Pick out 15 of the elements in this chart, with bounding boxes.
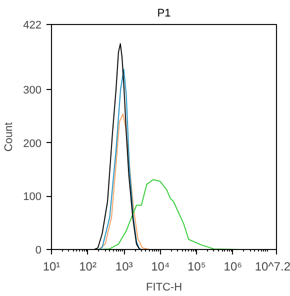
x-tick-label: 10^7.2 <box>254 260 290 274</box>
y-tick-label: 200 <box>23 138 42 150</box>
x-tick-label: 10⁵ <box>188 260 206 274</box>
y-tick-label: 100 <box>23 191 42 204</box>
x-tick-label: 10⁶ <box>224 260 242 274</box>
x-tick-label: 10¹ <box>42 260 60 274</box>
x-tick-label: 10⁴ <box>151 260 170 274</box>
y-tick-label: 0 <box>35 244 42 256</box>
x-tick-label: 10³ <box>115 260 133 274</box>
y-tick-label: 422 <box>23 20 42 32</box>
chart-title: P1 <box>157 8 171 20</box>
y-tick-label: 300 <box>23 84 42 97</box>
y-axis-title: Count <box>3 122 16 152</box>
x-tick-label: 10² <box>79 260 96 274</box>
x-axis-title: FITC-H <box>146 282 182 294</box>
